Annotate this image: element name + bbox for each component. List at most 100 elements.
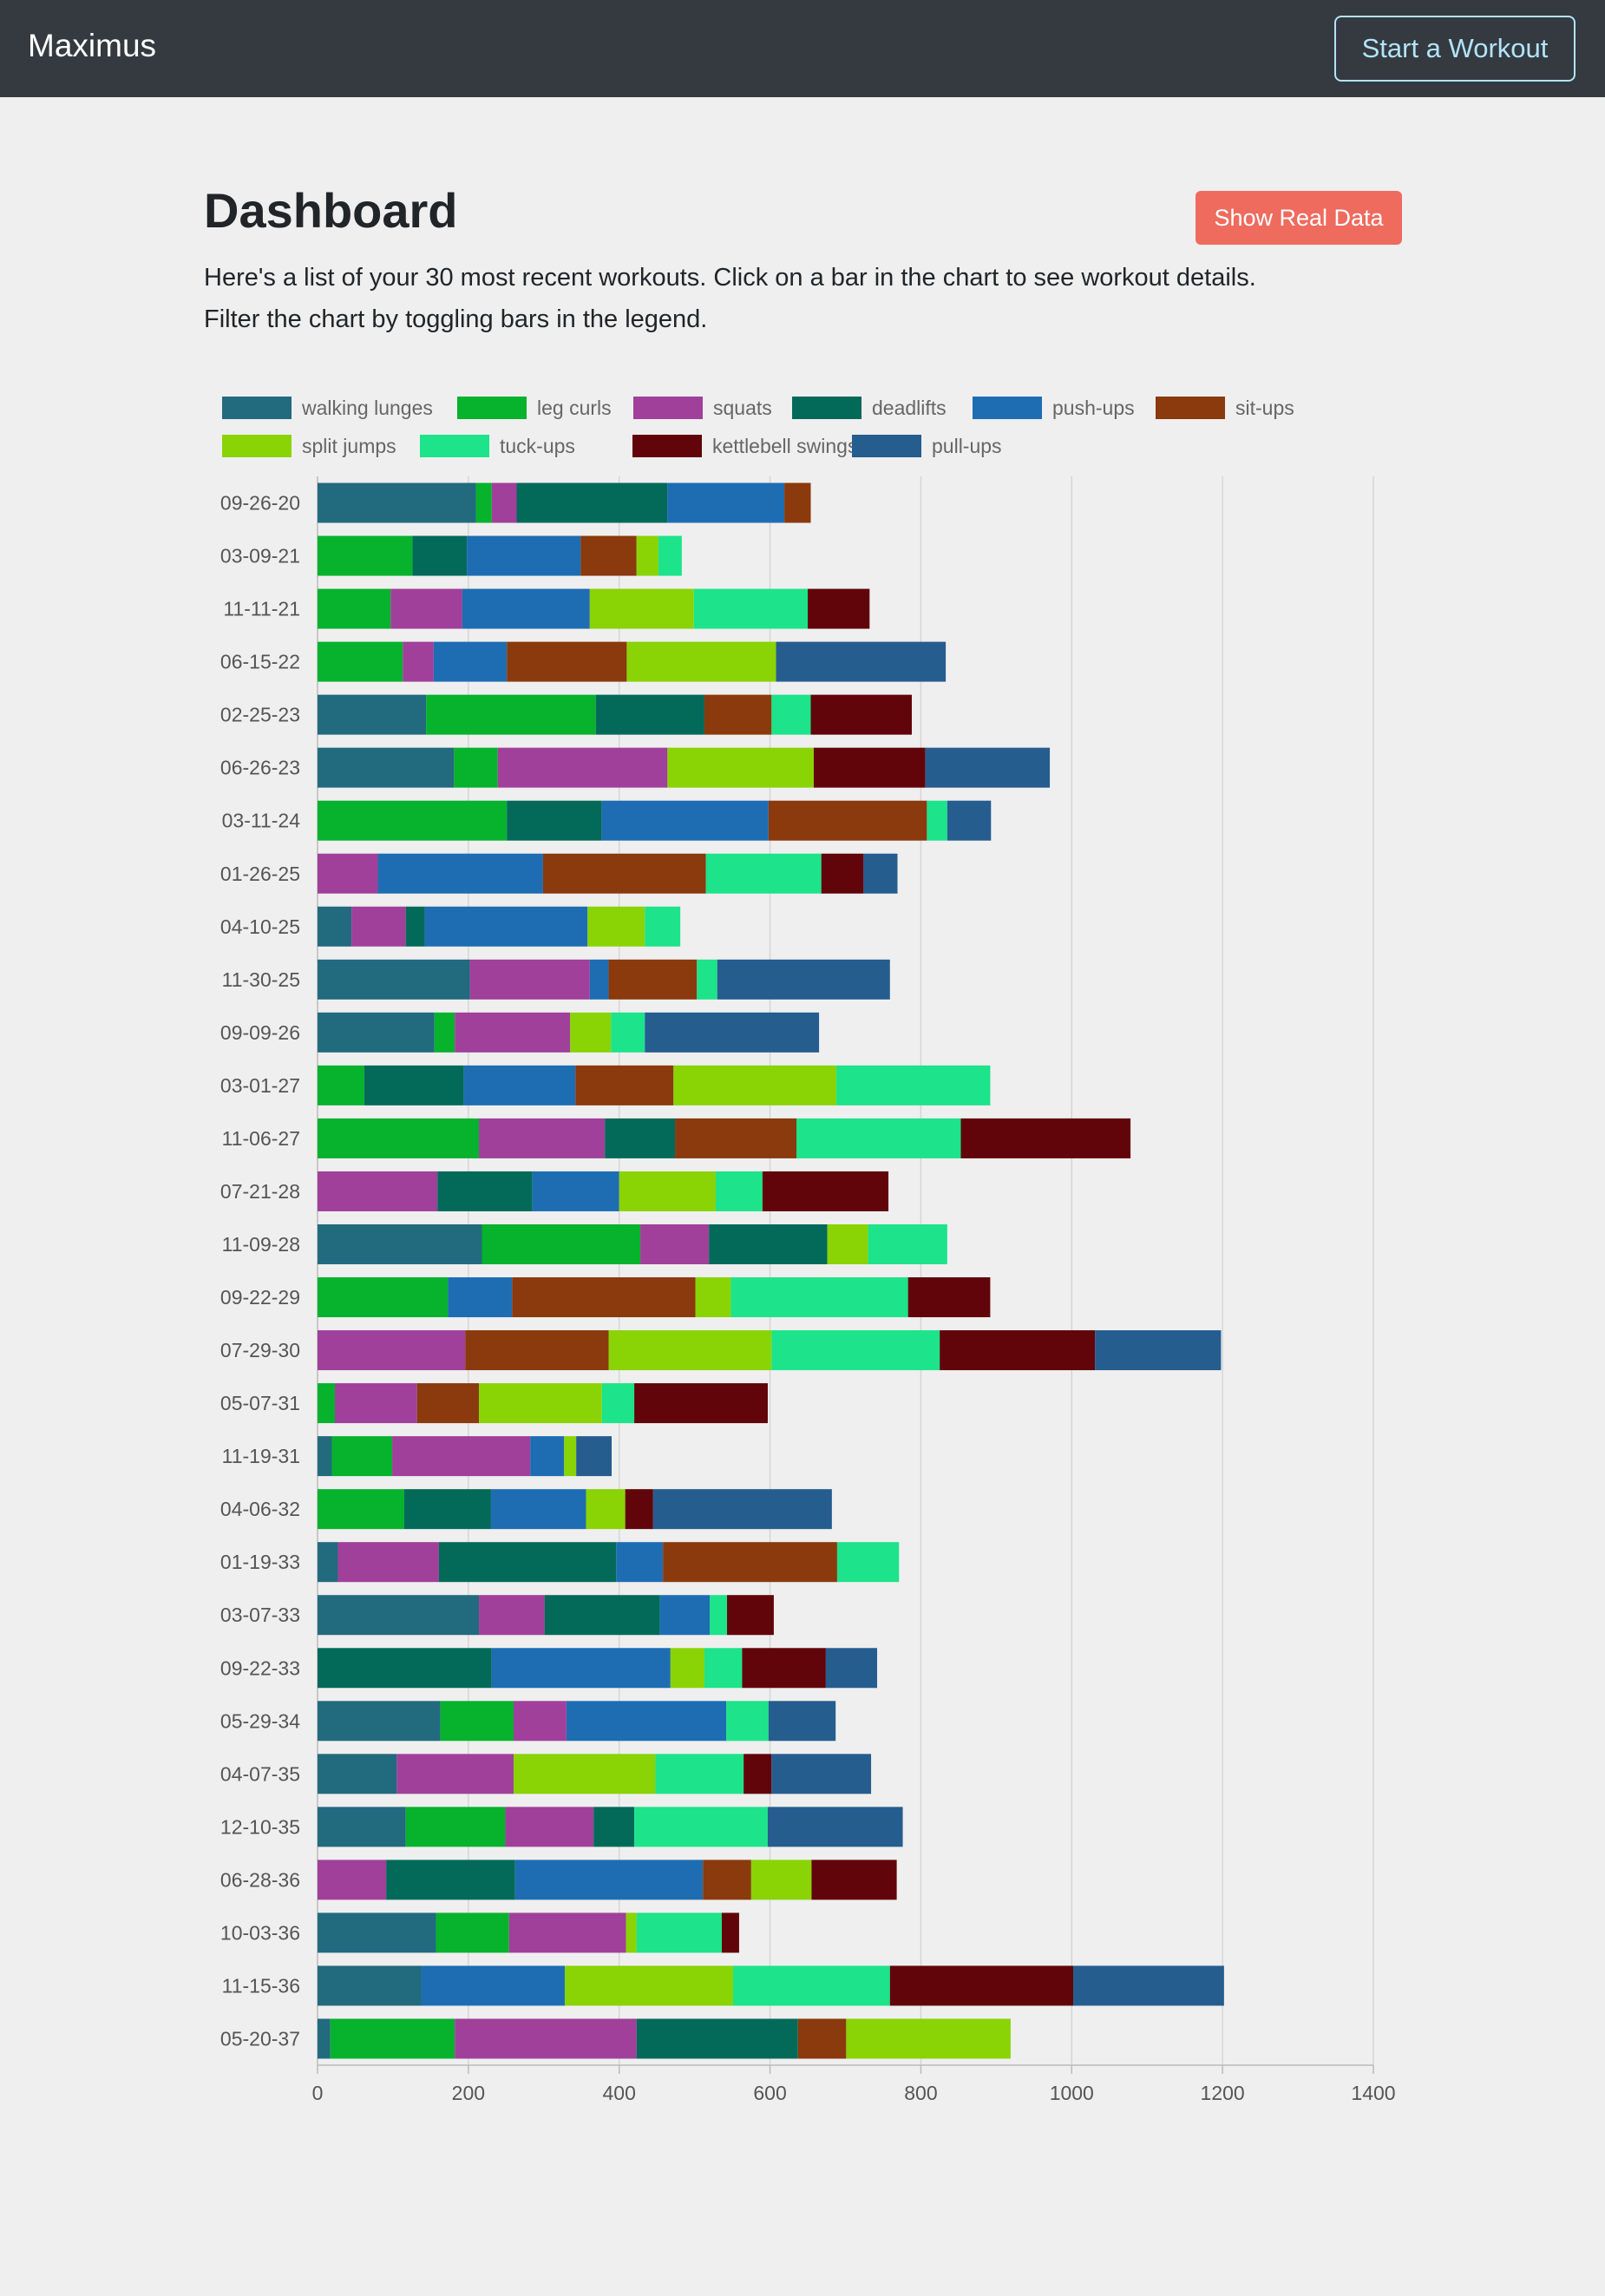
- bar-tuck-ups[interactable]: [636, 1912, 722, 1953]
- bar-squats[interactable]: [469, 959, 590, 1000]
- bar-leg-curls[interactable]: [318, 800, 508, 841]
- bar-pull-ups[interactable]: [925, 747, 1051, 788]
- bar-walking-lunges[interactable]: [318, 959, 470, 1000]
- bar-deadlifts[interactable]: [437, 1171, 533, 1211]
- bar-sit-ups[interactable]: [416, 1383, 480, 1424]
- bar-deadlifts[interactable]: [403, 1489, 491, 1530]
- legend-label[interactable]: push-ups: [1052, 397, 1135, 419]
- bar-leg-curls[interactable]: [318, 1489, 404, 1530]
- bar-deadlifts[interactable]: [593, 1807, 635, 1847]
- legend-swatch[interactable]: [852, 435, 921, 457]
- legend-label[interactable]: pull-ups: [932, 435, 1002, 457]
- legend-item-leg-curls[interactable]: leg curls: [457, 397, 612, 419]
- bar-split-jumps[interactable]: [750, 1860, 812, 1900]
- bar-push-ups[interactable]: [530, 1436, 565, 1477]
- bar-kettlebell-swings[interactable]: [742, 1648, 826, 1689]
- legend-item-walking-lunges[interactable]: walking lunges: [222, 397, 433, 419]
- bar-split-jumps[interactable]: [570, 1012, 612, 1053]
- bar-tuck-ups[interactable]: [771, 694, 811, 735]
- legend-item-squats[interactable]: squats: [633, 397, 772, 419]
- bar-deadlifts[interactable]: [438, 1542, 617, 1583]
- legend-label[interactable]: squats: [713, 397, 772, 419]
- bar-squats[interactable]: [479, 1595, 545, 1636]
- legend-swatch[interactable]: [973, 397, 1042, 419]
- bar-walking-lunges[interactable]: [318, 1912, 436, 1953]
- bar-kettlebell-swings[interactable]: [762, 1171, 889, 1211]
- legend-item-deadlifts[interactable]: deadlifts: [792, 397, 947, 419]
- bar-split-jumps[interactable]: [667, 747, 814, 788]
- bar-deadlifts[interactable]: [544, 1595, 660, 1636]
- bar-walking-lunges[interactable]: [318, 694, 427, 735]
- bar-walking-lunges[interactable]: [318, 747, 455, 788]
- bar-squats[interactable]: [403, 641, 434, 682]
- bar-push-ups[interactable]: [667, 482, 785, 523]
- bar-pull-ups[interactable]: [1095, 1330, 1222, 1371]
- bar-tuck-ups[interactable]: [730, 1277, 908, 1318]
- bar-kettlebell-swings[interactable]: [821, 853, 864, 894]
- bar-leg-curls[interactable]: [440, 1701, 514, 1742]
- bar-kettlebell-swings[interactable]: [960, 1118, 1131, 1158]
- legend-swatch[interactable]: [633, 397, 703, 419]
- bar-leg-curls[interactable]: [475, 482, 492, 523]
- bar-kettlebell-swings[interactable]: [811, 1860, 897, 1900]
- bar-pull-ups[interactable]: [776, 641, 947, 682]
- bar-sit-ups[interactable]: [507, 641, 627, 682]
- bar-squats[interactable]: [396, 1754, 514, 1794]
- bar-sit-ups[interactable]: [704, 694, 772, 735]
- bar-sit-ups[interactable]: [512, 1277, 696, 1318]
- bar-leg-curls[interactable]: [318, 1118, 480, 1158]
- bar-squats[interactable]: [514, 1701, 567, 1742]
- bar-squats[interactable]: [479, 1118, 606, 1158]
- bar-tuck-ups[interactable]: [704, 1648, 743, 1689]
- show-real-data-button[interactable]: Show Real Data: [1196, 191, 1402, 245]
- legend-swatch[interactable]: [457, 397, 527, 419]
- bar-tuck-ups[interactable]: [710, 1595, 728, 1636]
- bar-sit-ups[interactable]: [703, 1860, 751, 1900]
- bar-split-jumps[interactable]: [589, 588, 694, 629]
- bar-squats[interactable]: [455, 2018, 637, 2059]
- legend-swatch[interactable]: [792, 397, 861, 419]
- bar-sit-ups[interactable]: [575, 1065, 674, 1105]
- bar-tuck-ups[interactable]: [715, 1171, 763, 1211]
- bar-kettlebell-swings[interactable]: [634, 1383, 768, 1424]
- bar-leg-curls[interactable]: [318, 641, 403, 682]
- legend-item-sit-ups[interactable]: sit-ups: [1156, 397, 1294, 419]
- legend-swatch[interactable]: [222, 397, 292, 419]
- bar-walking-lunges[interactable]: [318, 1754, 397, 1794]
- bar-leg-curls[interactable]: [318, 535, 413, 576]
- bar-push-ups[interactable]: [659, 1595, 711, 1636]
- bar-pull-ups[interactable]: [771, 1754, 872, 1794]
- bar-push-ups[interactable]: [514, 1860, 704, 1900]
- bar-tuck-ups[interactable]: [655, 1754, 744, 1794]
- bar-kettlebell-swings[interactable]: [813, 747, 926, 788]
- bar-squats[interactable]: [351, 906, 406, 947]
- bar-pull-ups[interactable]: [652, 1489, 832, 1530]
- bar-leg-curls[interactable]: [454, 747, 498, 788]
- bar-walking-lunges[interactable]: [318, 2018, 331, 2059]
- bar-walking-lunges[interactable]: [318, 906, 352, 947]
- bar-tuck-ups[interactable]: [601, 1383, 635, 1424]
- bar-deadlifts[interactable]: [605, 1118, 676, 1158]
- bar-tuck-ups[interactable]: [836, 1065, 991, 1105]
- bar-tuck-ups[interactable]: [658, 535, 682, 576]
- bar-pull-ups[interactable]: [576, 1436, 613, 1477]
- bar-leg-curls[interactable]: [426, 694, 596, 735]
- bar-push-ups[interactable]: [532, 1171, 619, 1211]
- bar-kettlebell-swings[interactable]: [721, 1912, 739, 1953]
- bar-split-jumps[interactable]: [670, 1648, 704, 1689]
- bar-deadlifts[interactable]: [412, 535, 468, 576]
- bar-kettlebell-swings[interactable]: [940, 1330, 1096, 1371]
- legend-item-tuck-ups[interactable]: tuck-ups: [420, 435, 575, 457]
- bar-split-jumps[interactable]: [626, 1912, 637, 1953]
- bar-kettlebell-swings[interactable]: [727, 1595, 774, 1636]
- legend-swatch[interactable]: [420, 435, 489, 457]
- start-workout-button[interactable]: Start a Workout: [1334, 16, 1576, 82]
- bar-deadlifts[interactable]: [709, 1223, 828, 1264]
- bar-deadlifts[interactable]: [364, 1065, 464, 1105]
- legend-label[interactable]: leg curls: [537, 397, 612, 419]
- bar-tuck-ups[interactable]: [611, 1012, 645, 1053]
- bar-leg-curls[interactable]: [318, 1065, 364, 1105]
- bar-push-ups[interactable]: [589, 959, 609, 1000]
- legend-label[interactable]: sit-ups: [1235, 397, 1294, 419]
- bar-squats[interactable]: [390, 588, 462, 629]
